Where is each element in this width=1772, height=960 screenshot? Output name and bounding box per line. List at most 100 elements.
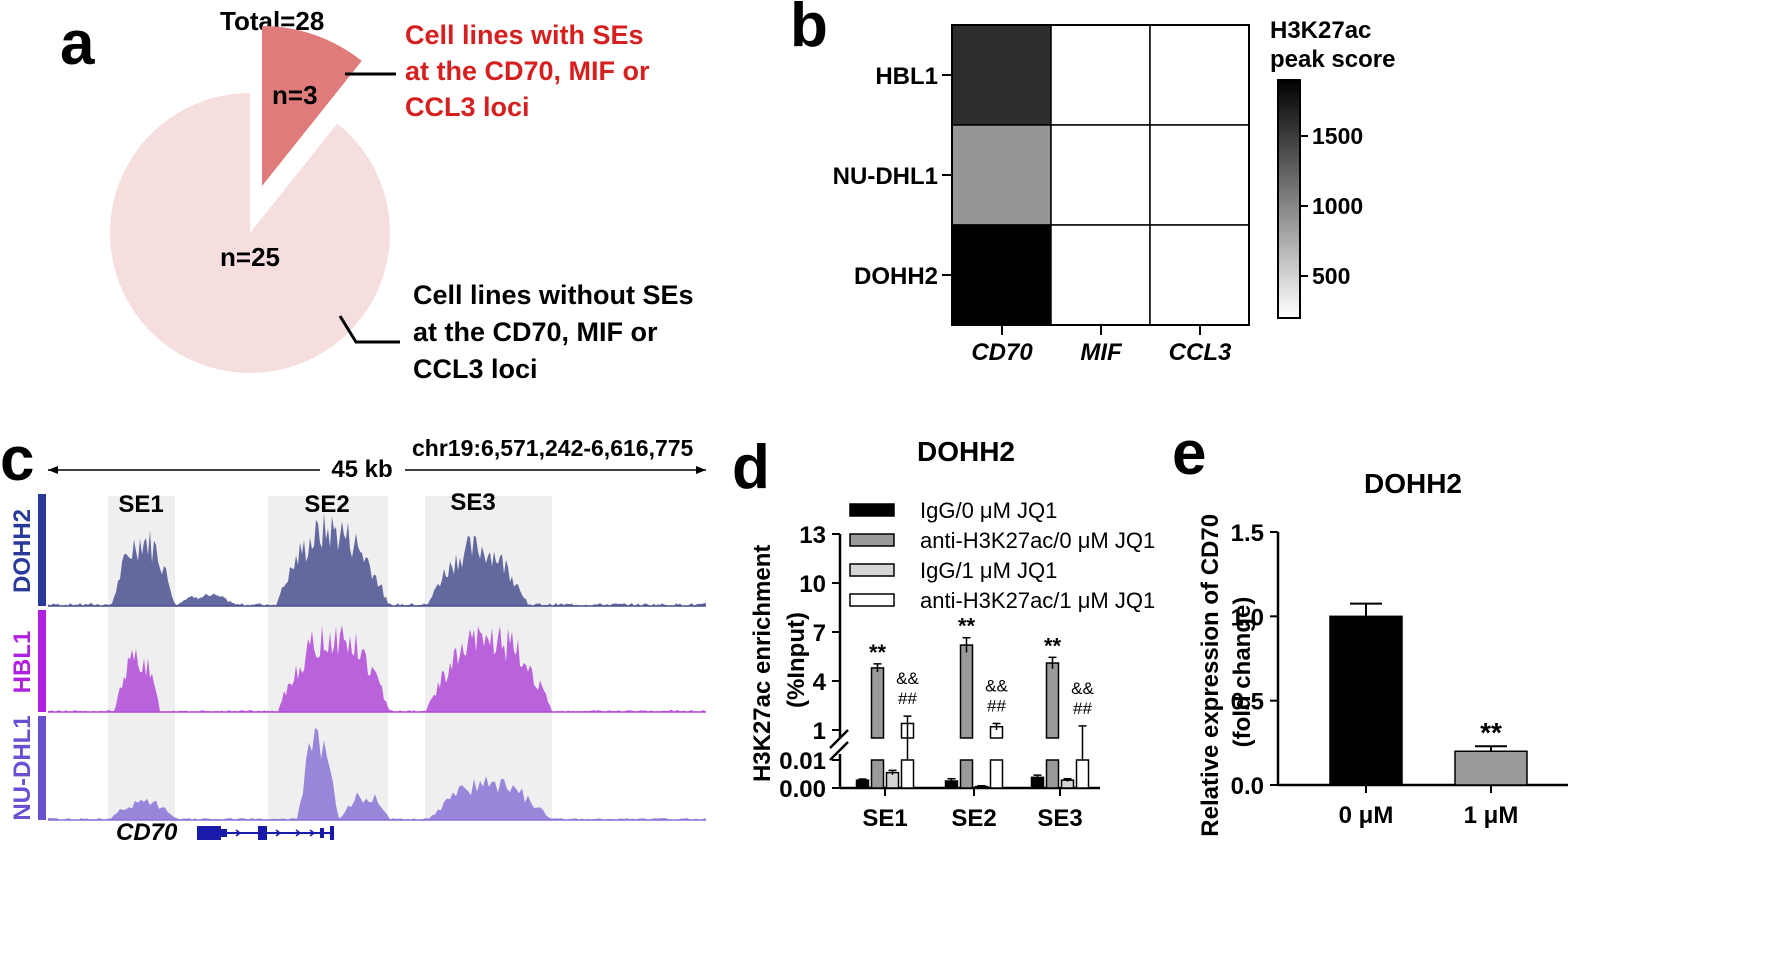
heatmap-row-hbl1: HBL1: [875, 63, 938, 90]
chart-d-ytick-label-0.00: 0.00: [779, 776, 826, 803]
chart-d-legend-swatch-0: [849, 503, 895, 517]
panel-d: d DOHH2 H3K27ac enrichment (%Input) IgG/…: [732, 433, 1155, 832]
scale-bar: 45 kb: [48, 456, 706, 483]
chart-e-bars: **: [1329, 602, 1528, 786]
chart-d-bar-SE2-s1: [959, 644, 974, 739]
chart-d-bar-SE3-s3: [1075, 759, 1090, 789]
heatmap-cell-hbl1-ccl3: [1149, 24, 1250, 126]
chart-d-bar-SE1-s1-lower: [870, 759, 885, 789]
heatmap-col-cd70: CD70: [971, 339, 1033, 366]
heatmap-cell-nu-dhl1-cd70: [951, 124, 1052, 226]
genomic-coordinates: chr19:6,571,242-6,616,775: [412, 435, 694, 461]
track-label-hbl1: HBL1: [9, 631, 36, 694]
heatmap-row-dohh2: DOHH2: [854, 263, 938, 290]
scale-label: 45 kb: [331, 456, 392, 483]
pie-label-major: n=25: [220, 242, 280, 272]
heatmap-col-ccl3: CCL3: [1169, 339, 1232, 366]
chart-d-legend-swatch-3: [849, 593, 895, 607]
chart-d-sig-amp-SE1: &&: [896, 669, 919, 688]
chart-e-bar-cat0: [1329, 615, 1403, 786]
heatmap-col-mif: MIF: [1080, 339, 1123, 366]
chart-e-ylabel-line2: (fold change): [1229, 597, 1256, 748]
se-label-se2: SE2: [304, 491, 349, 518]
panel-label-b: b: [790, 0, 828, 60]
chart-e-ytick-label-0.0: 0.0: [1231, 773, 1264, 800]
panel-e: e DOHH2 Relative expression of CD70 (fol…: [1172, 419, 1568, 837]
chart-e-ytick-label-1.0: 1.0: [1231, 604, 1264, 631]
chart-d-legend-swatch-1: [849, 533, 895, 547]
heatmap-cell-nu-dhl1-mif: [1050, 124, 1151, 226]
panel-label-a: a: [60, 9, 95, 78]
annotation-with-se-line1: Cell lines with SEs: [405, 20, 644, 50]
colorbar-tick-label-1000: 1000: [1312, 193, 1363, 219]
chart-d-bar-SE1-s3-lower: [900, 759, 915, 789]
heatmap-cells: [951, 24, 1250, 326]
pie-label-minor: n=3: [272, 80, 318, 110]
colorbar-title-line2: peak score: [1270, 46, 1395, 73]
heatmap-row-labels: HBL1 NU-DHL1 DOHH2: [833, 63, 952, 290]
chart-e-axis: 0.0 0.5 1.0 1.5 0 μM 1 μM: [1231, 520, 1568, 829]
annotation-without-se-line1: Cell lines without SEs: [413, 280, 694, 310]
chart-d-sig-amp-SE3: &&: [1071, 679, 1094, 698]
chart-d-ytick-label-0.01: 0.01: [779, 748, 826, 775]
chart-d-bar-SE3-s1-lower: [1045, 759, 1060, 789]
gene-label: CD70: [116, 819, 178, 846]
track-label-nudhl1: NU-DHL1: [9, 715, 36, 820]
pie-slice-major: [109, 93, 390, 373]
chart-e-bar-cat1: [1454, 750, 1528, 786]
track-label-dohh2: DOHH2: [9, 509, 36, 593]
chart-d-bar-SE1-s2: [885, 771, 900, 789]
heatmap-cell-dohh2-mif: [1050, 224, 1151, 326]
chart-e-xtick-label-cat1: 1 μM: [1464, 802, 1519, 829]
heatmap-cell-dohh2-cd70: [951, 224, 1052, 326]
annotation-without-se: Cell lines without SEs at the CD70, MIF …: [413, 280, 701, 384]
heatmap-column-labels: CD70 MIF CCL3: [971, 325, 1232, 366]
chart-e-ytick-label-0.5: 0.5: [1231, 689, 1264, 716]
heatmap-cell-hbl1-mif: [1050, 24, 1151, 126]
chart-d-ylabel: H3K27ac enrichment (%Input): [749, 538, 810, 782]
panel-c: c chr19:6,571,242-6,616,775 45 kb SE1 SE…: [0, 425, 706, 846]
annotation-with-se: Cell lines with SEs at the CD70, MIF or …: [405, 20, 657, 122]
heatmap-cell-hbl1-cd70: [951, 24, 1052, 126]
chart-e-ytick-label-1.5: 1.5: [1231, 520, 1264, 547]
chart-d-legend-label-0: IgG/0 μM JQ1: [920, 498, 1057, 523]
chart-d-ytick-label-13: 13: [799, 522, 826, 549]
panel-label-e: e: [1172, 419, 1206, 488]
colorbar-title-line1: H3K27ac: [1270, 17, 1371, 44]
pie-slice-minor: [262, 26, 362, 186]
chart-d-ytick-label-1: 1: [813, 718, 826, 745]
chart-d-legend-label-2: IgG/1 μM JQ1: [920, 558, 1057, 583]
heatmap-row-nudhl1: NU-DHL1: [833, 163, 938, 190]
colorbar-tick-label-500: 500: [1312, 263, 1350, 289]
chart-d-sig-star-SE3: **: [1044, 633, 1062, 658]
annotation-with-se-line2: at the CD70, MIF or: [405, 56, 650, 86]
pie-leader-major: [338, 315, 400, 344]
annotation-with-se-line3: CCL3 loci: [405, 92, 530, 122]
chart-d-break-mark-2: [829, 741, 849, 761]
track-bar-dohh2: [38, 494, 46, 606]
chart-d-legend-swatch-2: [849, 563, 895, 577]
chart-d-ytick-label-4: 4: [813, 669, 827, 696]
track-bar-nudhl1: [38, 716, 46, 820]
panel-a: a Total=28 n=3 n=25 Cell lines with SEs …: [60, 6, 701, 384]
chart-d-bar-SE2-s3-lower: [989, 759, 1004, 789]
colorbar-tick-label-1500: 1500: [1312, 123, 1363, 149]
chart-d-bar-SE2-s1-lower: [959, 759, 974, 789]
chart-e-ylabel: Relative expression of CD70 (fold change…: [1197, 507, 1256, 836]
chart-d-break-mark-1: [829, 729, 849, 749]
se-label-se3: SE3: [450, 489, 495, 516]
chart-d-sig-hash-SE2: ##: [987, 696, 1006, 715]
chart-d-sig-star-SE1: **: [869, 640, 887, 665]
gene-model: CD70: [116, 819, 334, 846]
chart-d-ytick-label-10: 10: [799, 571, 826, 598]
chart-e-xtick-label-cat0: 0 μM: [1339, 802, 1394, 829]
chart-d-legend-label-1: anti-H3K27ac/0 μM JQ1: [920, 528, 1155, 553]
chart-d-sig-hash-SE3: ##: [1073, 699, 1092, 718]
chart-d-xtick-label-SE3: SE3: [1037, 805, 1082, 832]
chart-d-ylabel-line1: H3K27ac enrichment: [749, 545, 776, 782]
panel-b: b HBL1 NU-DHL1 DOHH2 CD70 MIF CCL3 H3K27…: [790, 0, 1395, 366]
chart-d-ylabel-line2: (%Input): [783, 612, 810, 708]
se-region-se1: [108, 496, 175, 820]
signal-track-nudhl1: [48, 727, 706, 820]
